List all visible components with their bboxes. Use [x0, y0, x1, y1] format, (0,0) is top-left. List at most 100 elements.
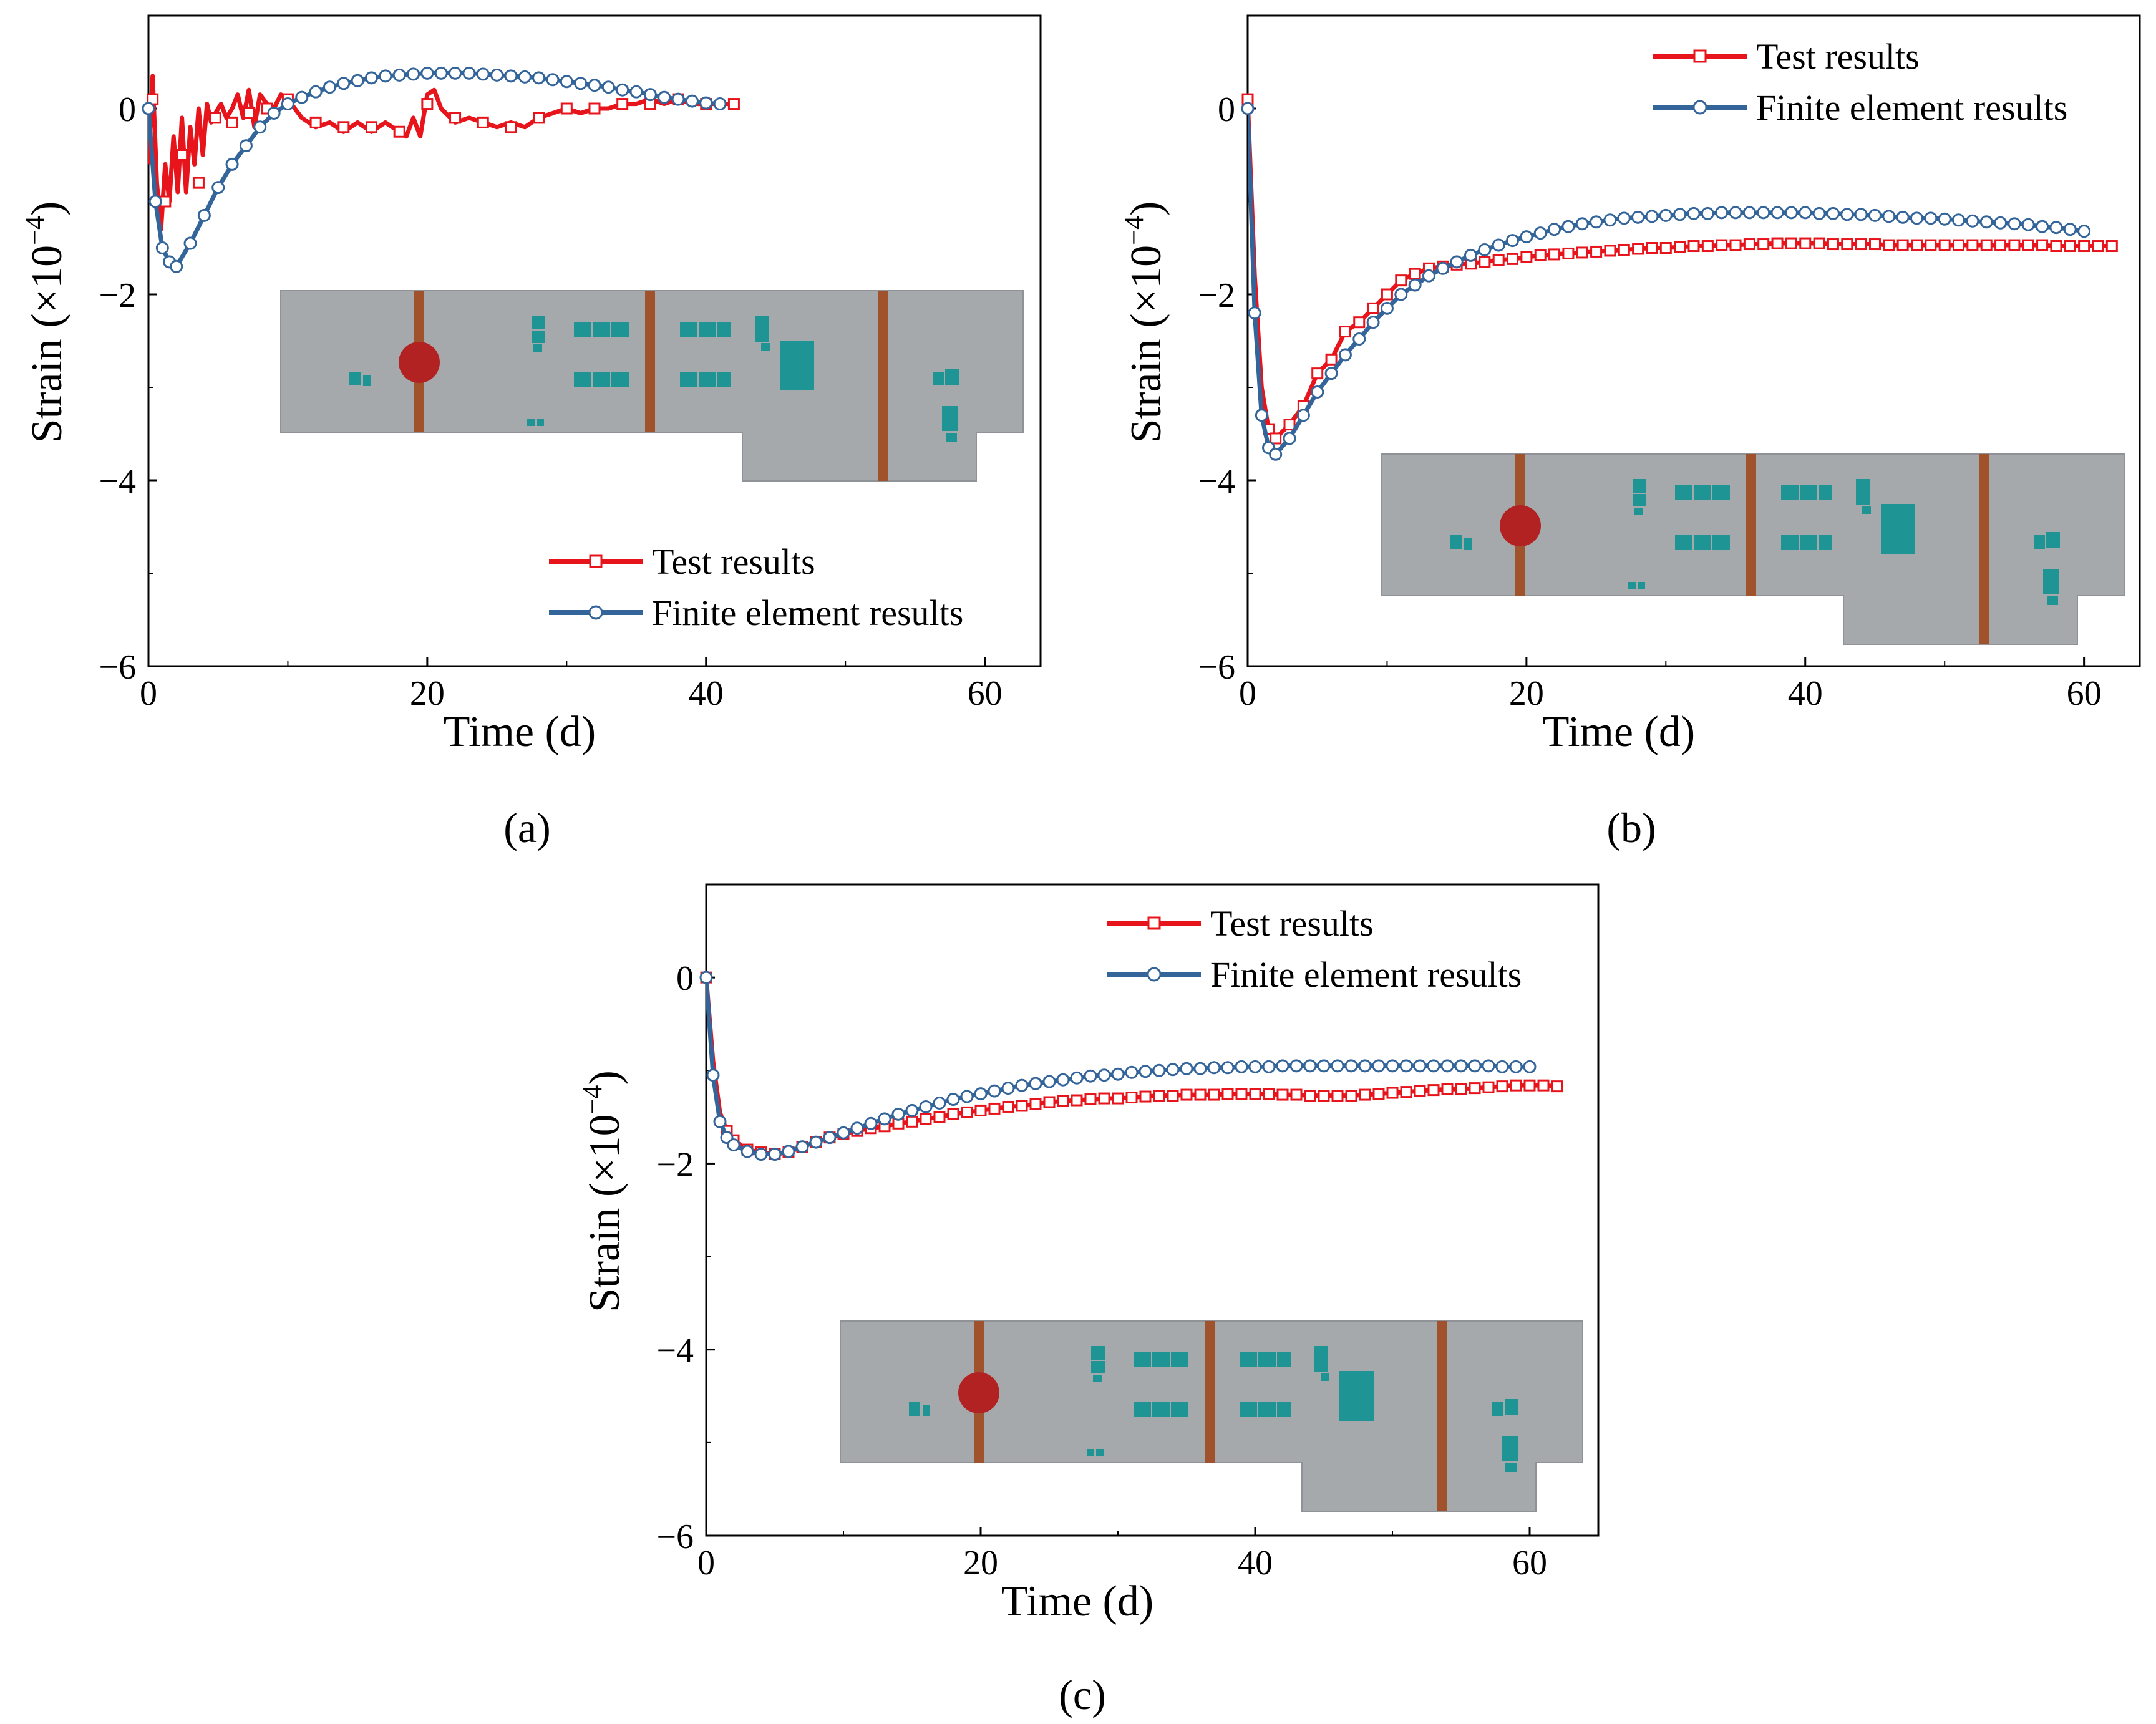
inset-block	[1277, 1402, 1291, 1417]
data-point-fe	[1812, 206, 1826, 220]
inset-block	[2046, 532, 2060, 548]
data-point-fe	[1561, 220, 1575, 233]
inset-block	[1321, 1373, 1329, 1381]
data-point-fe	[601, 80, 615, 94]
series-line-test	[148, 74, 734, 232]
data-point-test	[421, 98, 434, 110]
data-point-fe	[518, 70, 532, 84]
data-point-fe	[323, 80, 336, 94]
inset-block	[1450, 535, 1462, 549]
data-point-fe	[1799, 206, 1812, 220]
y-axis-label: Strain (×10−4)	[1119, 201, 1170, 443]
data-point-test	[1980, 239, 1993, 251]
data-point-fe	[1283, 432, 1296, 445]
x-axis-label: Time (d)	[444, 708, 596, 756]
x-tick-label: 40	[689, 674, 724, 713]
data-point-test	[560, 102, 573, 115]
inset-block	[933, 372, 944, 385]
inset-block	[363, 375, 371, 386]
rebar-3	[1437, 1321, 1447, 1511]
data-point-test	[505, 121, 517, 133]
data-point-test	[1395, 274, 1407, 287]
data-point-test	[1208, 1088, 1220, 1101]
data-point-fe	[1180, 1062, 1193, 1075]
data-point-test	[933, 1111, 946, 1123]
data-point-test	[616, 98, 629, 110]
rebar-2	[1205, 1321, 1215, 1463]
inset-block	[717, 322, 731, 337]
inset-block	[1240, 1352, 1257, 1367]
data-point-fe	[988, 1084, 1001, 1098]
inset-block	[1856, 479, 1870, 493]
data-point-test	[1263, 1088, 1275, 1100]
data-point-fe	[490, 68, 504, 82]
data-point-fe	[1770, 206, 1784, 220]
data-point-fe	[365, 71, 378, 85]
y-axis-label-close: )	[23, 201, 71, 216]
data-point-fe	[616, 83, 629, 97]
data-point-fe	[1533, 226, 1547, 240]
data-point-test	[1276, 1088, 1289, 1101]
data-point-fe	[671, 92, 685, 106]
y-axis-label-exponent: −4	[577, 1085, 608, 1114]
data-point-fe	[1207, 1061, 1221, 1075]
data-point-fe	[960, 1090, 974, 1103]
data-point-fe	[782, 1145, 795, 1158]
data-point-test	[1537, 1079, 1550, 1092]
data-point-fe	[837, 1126, 850, 1140]
plot-frame	[1246, 14, 2141, 667]
data-point-fe	[1001, 1082, 1015, 1095]
data-point-fe	[1235, 1060, 1248, 1073]
data-point-test	[1400, 1086, 1412, 1098]
data-point-test	[1896, 239, 1909, 251]
inset-block	[1314, 1360, 1328, 1372]
data-point-test	[1771, 237, 1784, 249]
legend-marker	[589, 554, 603, 568]
data-point-test	[1674, 241, 1686, 253]
inset-block	[1856, 493, 1870, 505]
data-point-test	[961, 1106, 973, 1118]
data-point-fe	[2021, 218, 2035, 231]
data-point-test	[974, 1104, 987, 1116]
data-point-test	[1270, 432, 1282, 445]
inset-block	[1152, 1352, 1170, 1367]
inset-block	[1781, 485, 1799, 500]
inset-block	[593, 372, 610, 387]
inset-block	[2034, 535, 2045, 549]
data-point-fe	[1289, 1059, 1303, 1073]
data-point-test	[309, 116, 322, 128]
inset-block	[1881, 504, 1915, 554]
data-point-fe	[1478, 243, 1492, 256]
data-point-fe	[197, 208, 211, 222]
measurement-point-marker	[399, 342, 440, 383]
inset-block	[1633, 479, 1646, 493]
x-axis-label: Time (d)	[1001, 1577, 1153, 1625]
data-point-fe	[1241, 102, 1255, 115]
data-point-test	[533, 112, 545, 124]
data-point-fe	[919, 1100, 933, 1113]
inset-block	[942, 406, 958, 431]
inset-block	[532, 331, 545, 343]
inset-block	[1134, 1402, 1151, 1417]
data-point-test	[1938, 239, 1951, 251]
data-point-test	[192, 177, 205, 189]
y-tick-label: −2	[1198, 276, 1235, 315]
inset-block	[1633, 494, 1646, 506]
data-point-fe	[2063, 223, 2077, 236]
data-point-fe	[267, 106, 281, 120]
data-point-test	[1534, 249, 1547, 261]
data-point-test	[1304, 1090, 1316, 1102]
inset-block	[1800, 535, 1817, 550]
inset-block	[680, 372, 697, 387]
data-point-test	[1367, 302, 1379, 314]
data-point-test	[1029, 1098, 1042, 1110]
data-point-test	[176, 149, 188, 161]
data-point-test	[1325, 353, 1338, 366]
data-point-fe	[1882, 210, 1896, 223]
data-point-test	[1576, 246, 1588, 259]
inset-block	[574, 372, 591, 387]
data-point-fe	[1482, 1059, 1495, 1073]
data-point-fe	[1994, 216, 2008, 230]
y-tick-label: −6	[656, 1518, 694, 1556]
